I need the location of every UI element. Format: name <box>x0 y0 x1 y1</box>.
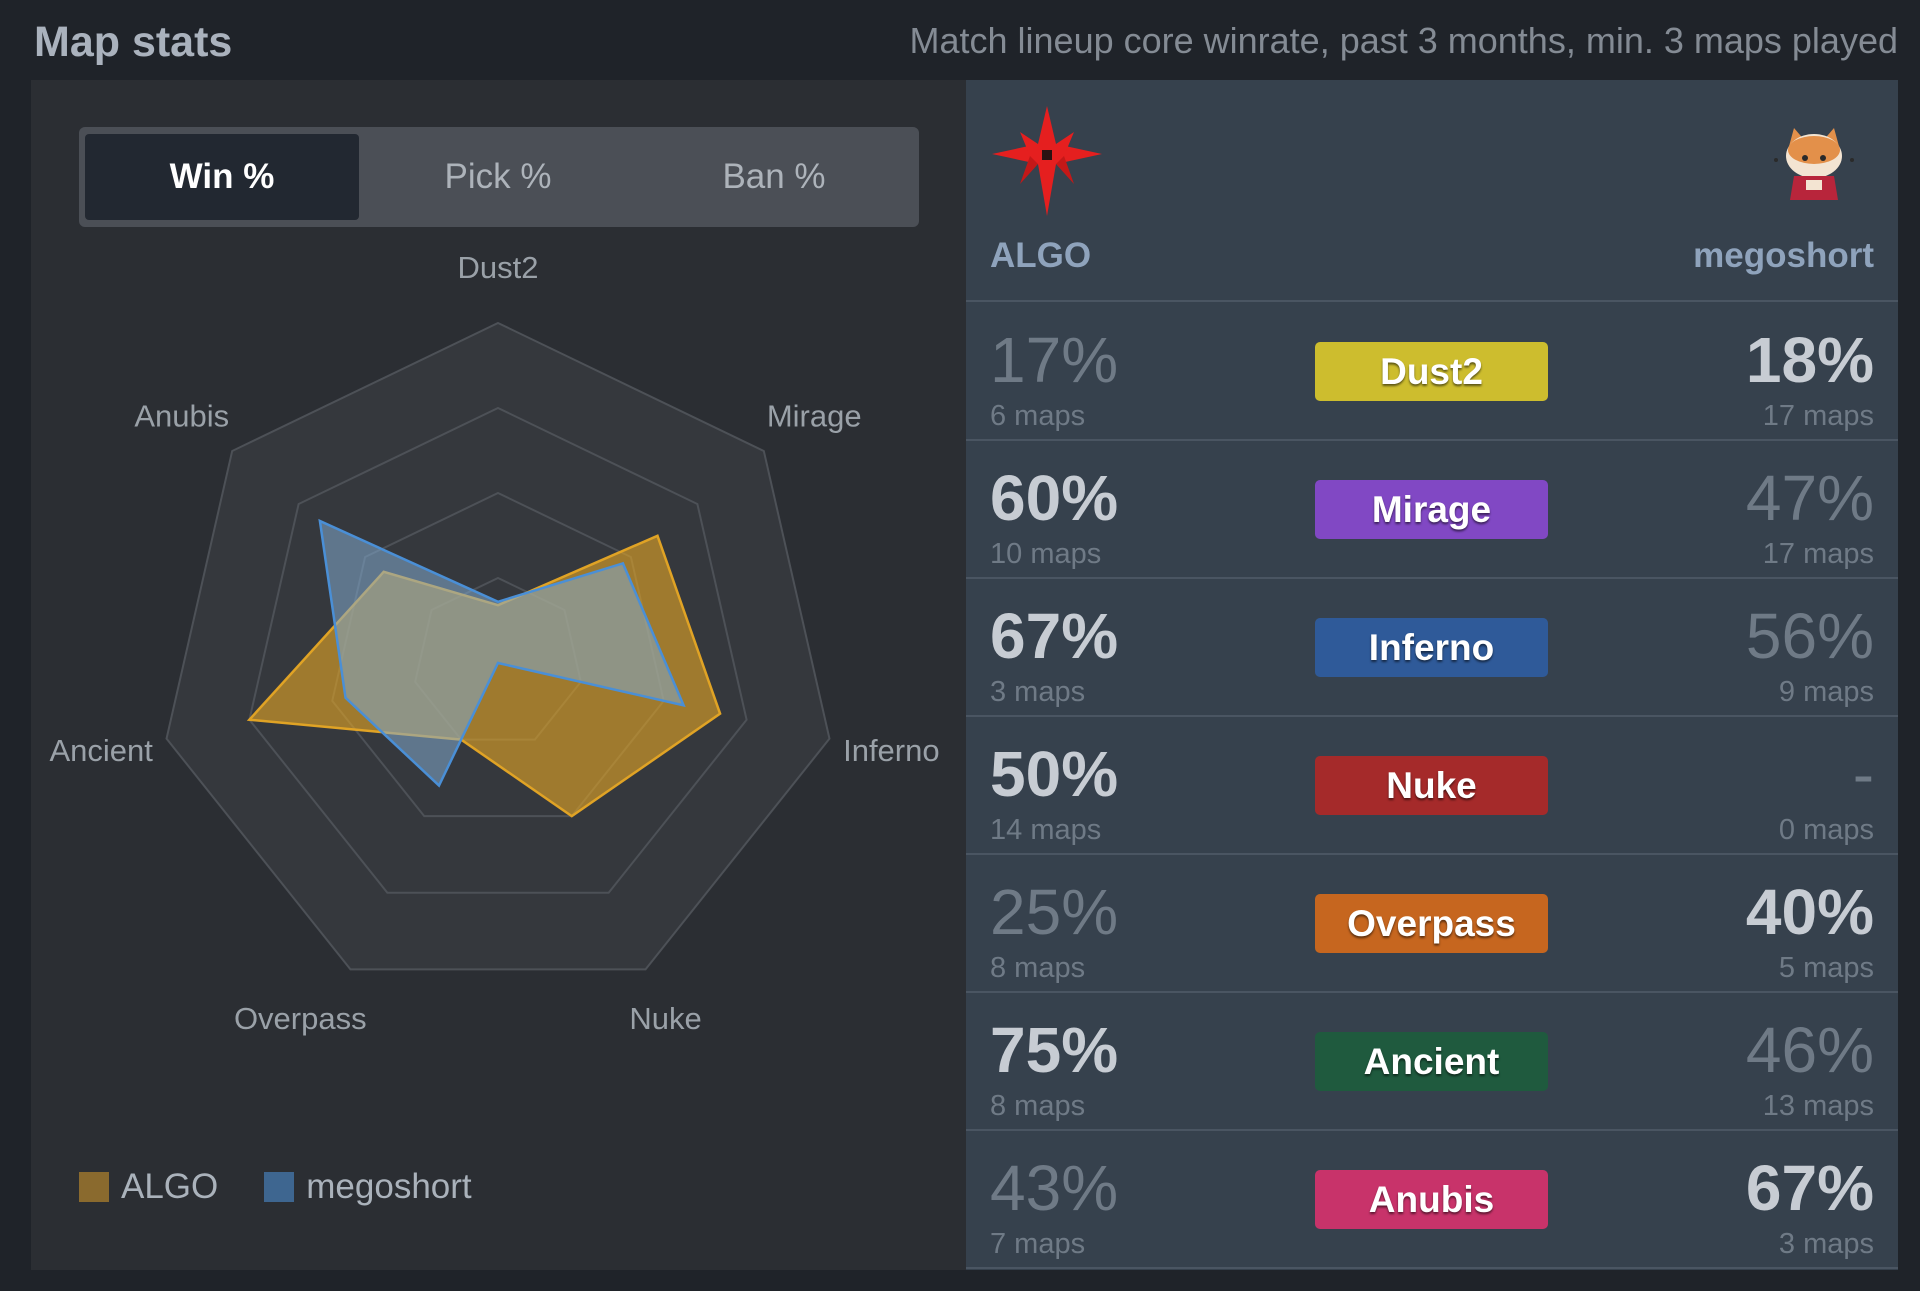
map-badge-dust2[interactable]: Dust2 <box>1315 342 1548 401</box>
radar-axis-label-dust2: Dust2 <box>458 250 539 285</box>
algo-winrate: 17% <box>990 324 1119 396</box>
algo-winrate: 75% <box>990 1014 1119 1086</box>
team-name-megoshort[interactable]: megoshort <box>1693 236 1874 275</box>
map-row-anubis: 43% 7 maps Anubis 67% 3 maps <box>966 1132 1898 1269</box>
megoshort-winrate: 47% <box>1745 462 1874 534</box>
map-badge-overpass[interactable]: Overpass <box>1315 894 1548 953</box>
algo-map-count: 6 maps <box>990 400 1086 432</box>
megoshort-map-count: 3 maps <box>1778 1228 1874 1260</box>
legend-label-megoshort: megoshort <box>306 1167 472 1206</box>
megoshort-cat-logo-icon <box>1774 128 1854 200</box>
map-badge-anubis[interactable]: Anubis <box>1315 1170 1548 1229</box>
algo-map-count: 7 maps <box>990 1228 1086 1260</box>
radar-axis-label-overpass: Overpass <box>234 1001 367 1036</box>
radar-panel: Win % Pick % Ban % Dust2 Mirage Inferno Nuk… <box>31 80 966 1270</box>
map-badge-ancient[interactable]: Ancient <box>1315 1032 1548 1091</box>
team-header: ALGO megoshort <box>966 80 1898 302</box>
algo-winrate: 43% <box>990 1152 1119 1224</box>
radar-series-megoshort <box>318 518 686 788</box>
algo-map-count: 3 maps <box>990 676 1086 708</box>
algo-map-count: 10 maps <box>990 538 1102 570</box>
tab-win-pct[interactable]: Win % <box>85 134 359 220</box>
megoshort-winrate: 46% <box>1745 1014 1874 1086</box>
radar-axis-label-ancient: Ancient <box>49 733 153 768</box>
map-comparison-panel: ALGO megoshort 17% 6 maps Dust2 18% 17 maps 6… <box>966 80 1898 1270</box>
algo-map-count: 8 maps <box>990 1090 1086 1122</box>
map-badge-mirage[interactable]: Mirage <box>1315 480 1548 539</box>
algo-winrate: 25% <box>990 876 1119 948</box>
algo-map-count: 8 maps <box>990 952 1086 984</box>
algo-winrate: 50% <box>990 738 1119 810</box>
megoshort-map-count: 9 maps <box>1778 676 1874 708</box>
tab-ban-pct[interactable]: Ban % <box>722 157 826 196</box>
page-subtitle: Match lineup core winrate, past 3 months… <box>909 20 1899 61</box>
map-row-inferno: 67% 3 maps Inferno 56% 9 maps <box>966 580 1898 717</box>
map-badge-nuke[interactable]: Nuke <box>1315 756 1548 815</box>
page-title: Map stats <box>34 18 233 66</box>
map-badge-inferno[interactable]: Inferno <box>1315 618 1548 677</box>
radar-grid-ring <box>248 406 748 894</box>
megoshort-winrate: 56% <box>1745 600 1874 672</box>
chart-legend: ALGO megoshort <box>79 1167 518 1207</box>
megoshort-winrate: - <box>1852 738 1874 810</box>
legend-swatch-algo <box>79 1172 109 1202</box>
algo-logo-icon <box>992 106 1102 216</box>
stat-tabs: Win % Pick % Ban % <box>79 127 919 227</box>
legend-item-algo: ALGO <box>79 1167 218 1207</box>
megoshort-winrate: 67% <box>1745 1152 1874 1224</box>
radar-axis-label-nuke: Nuke <box>629 1001 701 1036</box>
team-name-algo[interactable]: ALGO <box>990 236 1092 275</box>
megoshort-map-count: 0 maps <box>1778 814 1874 846</box>
map-stats-header: Map stats Match lineup core winrate, pas… <box>0 0 1920 80</box>
megoshort-map-count: 5 maps <box>1778 952 1874 984</box>
radar-chart: Dust2 Mirage Inferno Nuke Overpass Ancient Anu… <box>49 250 940 1036</box>
legend-item-megoshort: megoshort <box>264 1167 472 1207</box>
map-row-dust2: 17% 6 maps Dust2 18% 17 maps <box>966 304 1898 441</box>
megoshort-map-count: 13 maps <box>1762 1090 1874 1122</box>
legend-label-algo: ALGO <box>121 1167 219 1206</box>
megoshort-map-count: 17 maps <box>1762 538 1874 570</box>
radar-axis-label-anubis: Anubis <box>134 399 229 434</box>
megoshort-winrate: 40% <box>1745 876 1874 948</box>
algo-winrate: 60% <box>990 462 1119 534</box>
map-row-nuke: 50% 14 maps Nuke - 0 maps <box>966 718 1898 855</box>
algo-map-count: 14 maps <box>990 814 1102 846</box>
radar-axis-label-mirage: Mirage <box>767 399 862 434</box>
map-row-overpass: 25% 8 maps Overpass 40% 5 maps <box>966 856 1898 993</box>
megoshort-winrate: 18% <box>1745 324 1874 396</box>
legend-swatch-megoshort <box>264 1172 295 1202</box>
map-row-mirage: 60% 10 maps Mirage 47% 17 maps <box>966 442 1898 579</box>
algo-winrate: 67% <box>990 600 1119 672</box>
tab-pick-pct[interactable]: Pick % <box>444 157 552 196</box>
radar-axis-label-inferno: Inferno <box>843 733 940 768</box>
megoshort-map-count: 17 maps <box>1762 400 1874 432</box>
map-row-ancient: 75% 8 maps Ancient 46% 13 maps <box>966 994 1898 1131</box>
